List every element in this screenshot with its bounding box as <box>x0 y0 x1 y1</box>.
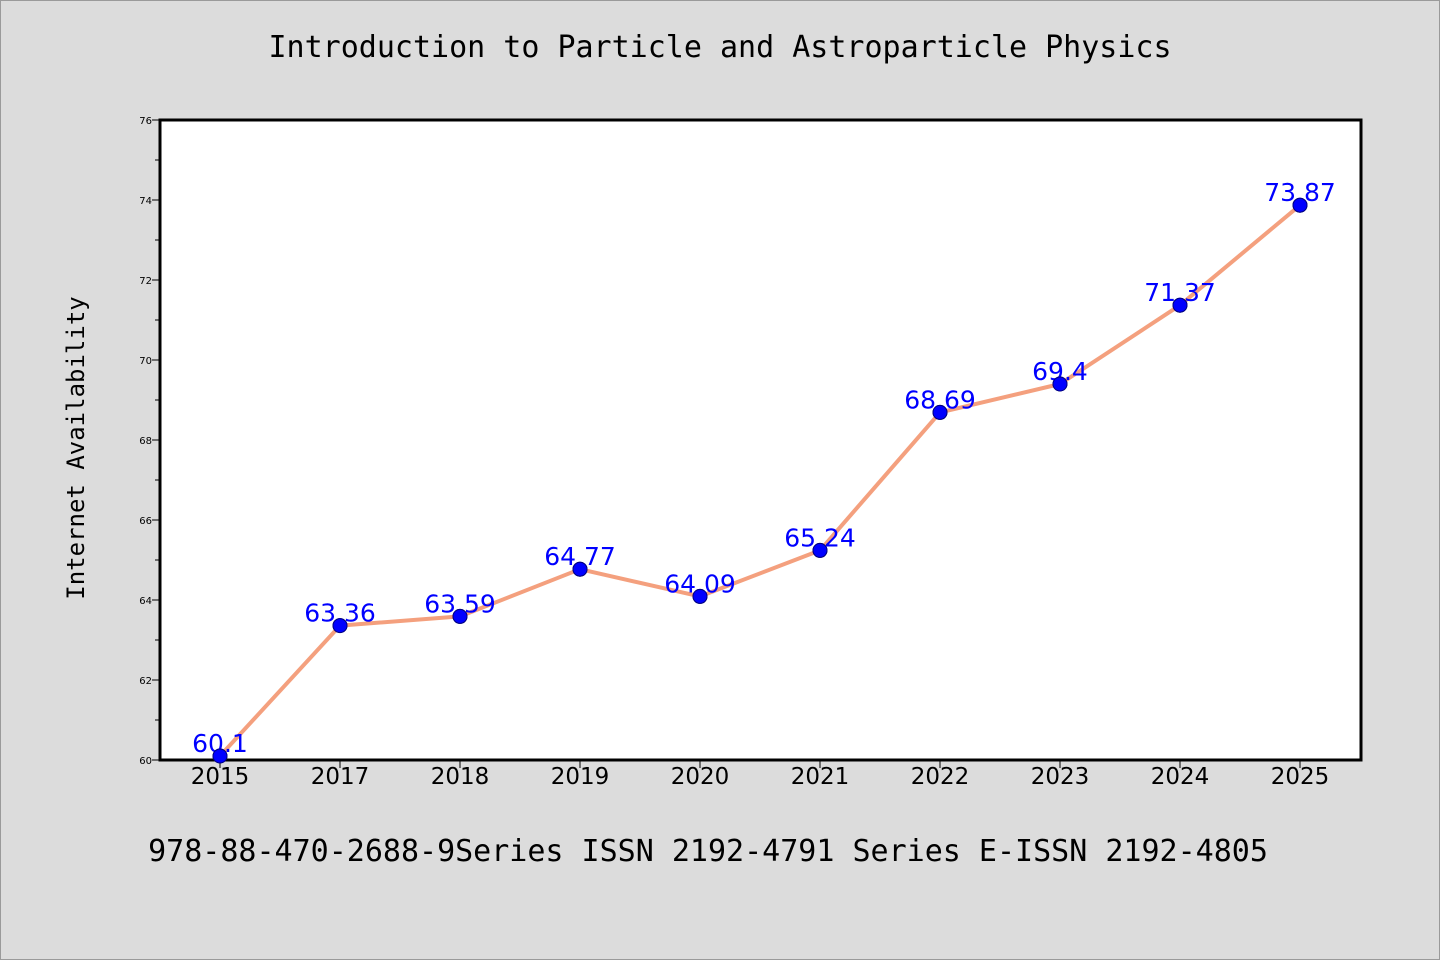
series-line <box>218 203 1302 758</box>
x-tick-label: 2022 <box>911 764 970 790</box>
y-tick-label: 68 <box>139 436 152 447</box>
data-point-marker <box>572 561 588 577</box>
plot-area <box>158 118 1363 762</box>
y-tick-label: 70 <box>139 356 152 367</box>
chart-title: Introduction to Particle and Astropartic… <box>268 30 1172 65</box>
x-tick-label: 2021 <box>791 764 850 790</box>
footer-text: 978-88-470-2688-9Series ISSN 2192-4791 S… <box>148 834 1268 869</box>
x-tick-label: 2024 <box>1151 764 1210 790</box>
data-point-marker <box>1172 297 1188 313</box>
data-point-marker <box>1052 376 1068 392</box>
data-point-marker <box>932 404 948 420</box>
y-tick-label: 76 <box>139 116 152 127</box>
y-tick-label: 72 <box>139 276 152 287</box>
x-tick-label: 2019 <box>551 764 610 790</box>
y-tick-label: 62 <box>139 676 152 687</box>
x-tick-label: 2023 <box>1031 764 1090 790</box>
y-tick-label: 60 <box>139 756 152 767</box>
y-tick-label: 64 <box>139 596 152 607</box>
x-tick-label: 2018 <box>431 764 490 790</box>
x-tick-label: 2020 <box>671 764 730 790</box>
data-point-marker <box>1292 197 1308 213</box>
data-point-marker <box>812 542 828 558</box>
data-point-marker <box>452 608 468 624</box>
x-tick-label: 2015 <box>191 764 250 790</box>
data-point-marker <box>692 588 708 604</box>
x-tick-label: 2017 <box>311 764 370 790</box>
data-point-marker <box>332 618 348 634</box>
y-tick-label: 66 <box>139 516 152 527</box>
data-point-marker <box>212 748 228 764</box>
x-tick-label: 2025 <box>1271 764 1330 790</box>
y-tick-label: 74 <box>139 196 152 207</box>
